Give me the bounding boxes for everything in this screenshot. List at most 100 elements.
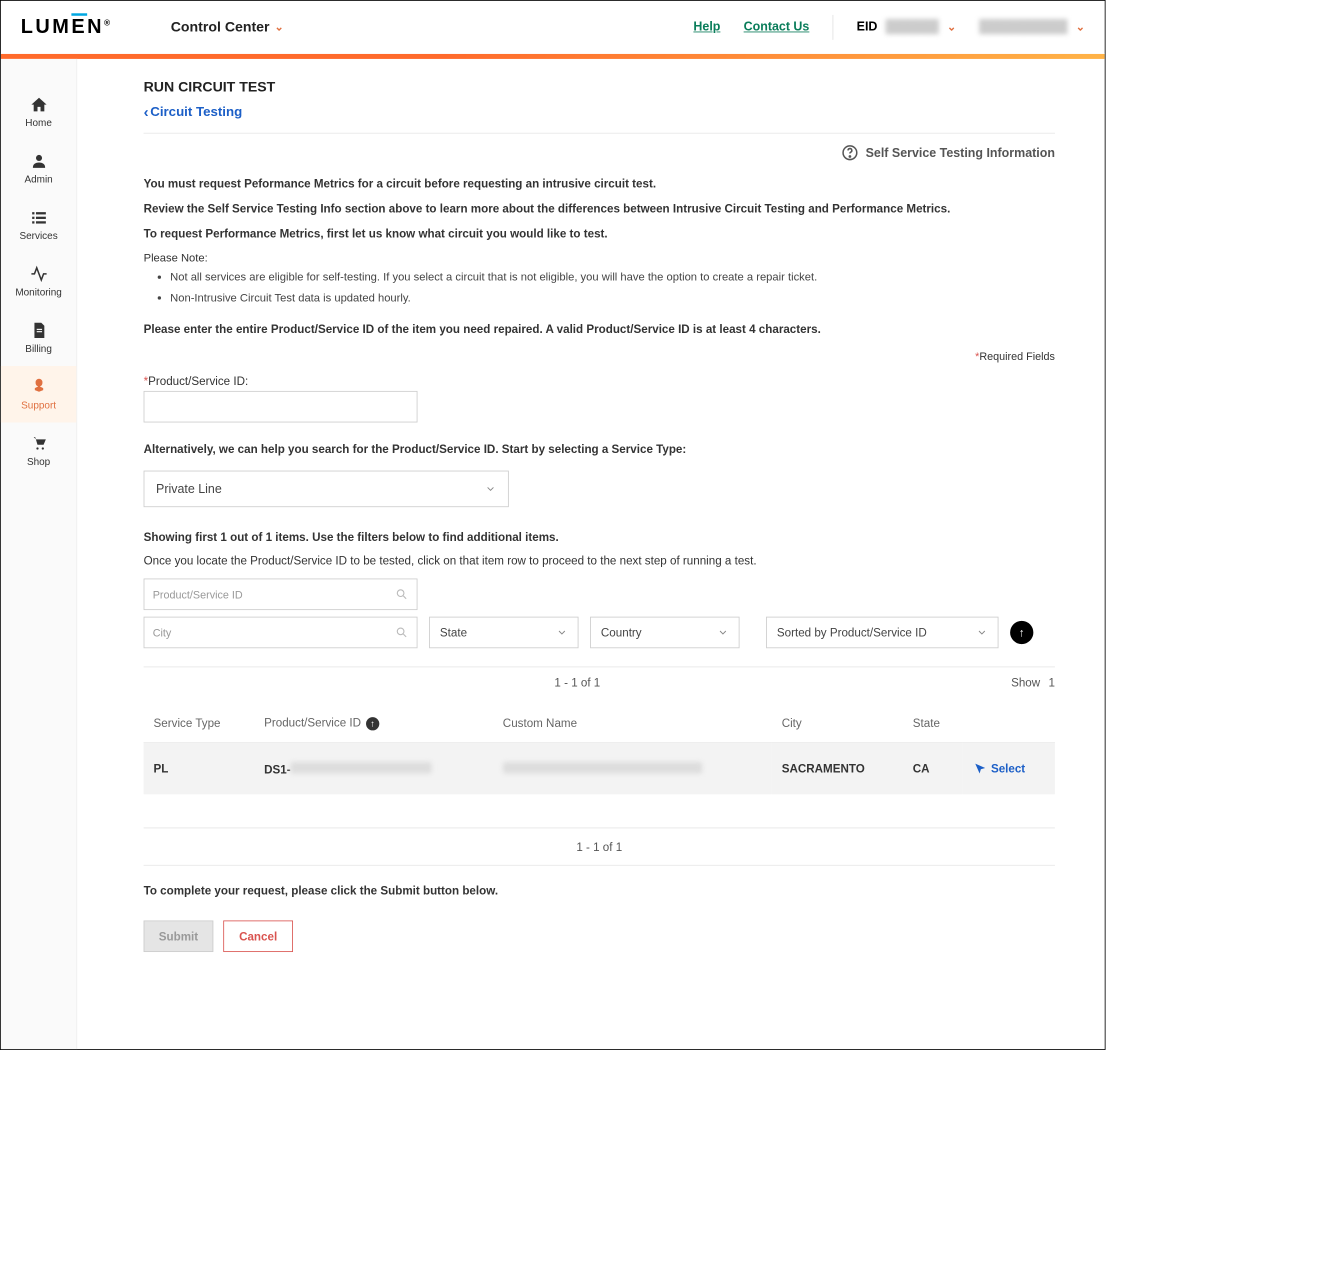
cancel-button[interactable]: Cancel — [223, 920, 293, 952]
list-icon — [29, 208, 47, 226]
complete-instruction: To complete your request, please click t… — [144, 884, 1055, 897]
col-product-id[interactable]: Product/Service ID ↑ — [254, 704, 493, 743]
self-service-info-link[interactable]: Self Service Testing Information — [144, 144, 1055, 162]
col-state: State — [903, 704, 963, 743]
top-header: LUMEN® Control Center ⌄ Help Contact Us … — [1, 1, 1105, 54]
submit-button[interactable]: Submit — [144, 920, 214, 952]
sidebar-item-label: Admin — [24, 173, 52, 185]
enter-id-instruction: Please enter the entire Product/Service … — [144, 322, 1055, 335]
search-icon — [395, 626, 408, 639]
show-block: Show 1 — [1011, 676, 1055, 689]
breadcrumb-label: Circuit Testing — [150, 105, 242, 120]
results-count: Showing first 1 out of 1 items. Use the … — [144, 530, 1055, 543]
chevron-down-icon — [556, 627, 568, 639]
product-id-input[interactable] — [144, 391, 418, 423]
please-note-label: Please Note: — [144, 251, 1055, 263]
cell-state: CA — [903, 742, 963, 794]
user-icon — [29, 152, 47, 170]
header-right: Help Contact Us EID ██████ ⌄ ██████████ … — [693, 15, 1084, 40]
filter-row-2: City State Country Sorted by Product/Ser… — [144, 617, 1055, 649]
intro-text-1: You must request Peformance Metrics for … — [144, 177, 1055, 190]
sort-icon: ↑ — [366, 717, 379, 730]
pager-bottom: 1 - 1 of 1 — [144, 828, 1055, 866]
filter-product-id-input[interactable]: Product/Service ID — [144, 579, 418, 611]
document-icon — [29, 321, 47, 339]
sidebar-item-shop[interactable]: Shop — [1, 422, 77, 478]
sidebar-item-services[interactable]: Services — [1, 197, 77, 253]
page-title: RUN CIRCUIT TEST — [144, 79, 1055, 96]
sidebar-item-admin[interactable]: Admin — [1, 140, 77, 196]
main-content: RUN CIRCUIT TEST ‹ Circuit Testing Self … — [77, 59, 1105, 1049]
sidebar-item-billing[interactable]: Billing — [1, 310, 77, 366]
select-row-button[interactable]: Select — [973, 761, 1045, 776]
sidebar-item-label: Home — [25, 117, 52, 129]
cell-action: Select — [963, 742, 1055, 794]
placeholder-text: Product/Service ID — [153, 588, 243, 600]
help-link[interactable]: Help — [693, 20, 720, 34]
show-value: 1 — [1048, 676, 1054, 689]
cart-icon — [29, 434, 47, 452]
self-service-label: Self Service Testing Information — [866, 146, 1055, 160]
divider — [144, 133, 1055, 134]
note-item: Not all services are eligible for self-t… — [170, 271, 1055, 283]
sort-direction-button[interactable]: ↑ — [1010, 621, 1033, 644]
control-center-dropdown[interactable]: Control Center ⌄ — [171, 19, 284, 36]
required-fields-note: *Required Fields — [144, 350, 1055, 362]
notes-list: Not all services are eligible for self-t… — [144, 271, 1055, 304]
eid-value: ██████ — [886, 20, 939, 34]
select-value: Country — [601, 626, 642, 639]
service-type-select[interactable]: Private Line — [144, 471, 509, 508]
placeholder-text: City — [153, 626, 172, 638]
chevron-down-icon: ⌄ — [1076, 20, 1085, 33]
col-action — [963, 704, 1055, 743]
user-name: ██████████ — [979, 20, 1067, 34]
button-row: Submit Cancel — [144, 920, 1055, 952]
eid-label: EID — [857, 20, 878, 34]
chevron-down-icon — [976, 627, 988, 639]
filter-state-select[interactable]: State — [429, 617, 578, 649]
intro-text-3: To request Performance Metrics, first le… — [144, 227, 1055, 240]
contact-us-link[interactable]: Contact Us — [744, 20, 810, 34]
breadcrumb-link[interactable]: ‹ Circuit Testing — [144, 104, 1055, 121]
product-id-label: *Product/Service ID: — [144, 374, 1055, 387]
header-separator — [833, 15, 834, 40]
results-table: Service Type Product/Service ID ↑ Custom… — [144, 704, 1055, 794]
filter-city-input[interactable]: City — [144, 617, 418, 649]
pager-range: 1 - 1 of 1 — [144, 676, 1011, 689]
body-area: Home Admin Services Monitoring Billing S… — [1, 59, 1105, 1049]
sort-select[interactable]: Sorted by Product/Service ID — [766, 617, 998, 649]
chevron-down-icon — [485, 483, 497, 495]
sidebar-item-label: Shop — [27, 456, 50, 468]
table-row[interactable]: PL DS1- SACRAMENTO CA Select — [144, 742, 1055, 794]
sidebar-item-label: Support — [21, 399, 56, 411]
intro-text-2: Review the Self Service Testing Info sec… — [144, 202, 1055, 215]
col-city: City — [772, 704, 903, 743]
chevron-down-icon: ⌄ — [274, 20, 283, 33]
pointer-icon — [973, 761, 988, 776]
sidebar-item-support[interactable]: Support — [1, 366, 77, 422]
pager-top: 1 - 1 of 1 Show 1 — [144, 666, 1055, 697]
chevron-left-icon: ‹ — [144, 104, 149, 121]
alt-search-instruction: Alternatively, we can help you search fo… — [144, 442, 1055, 455]
cell-custom-name — [493, 742, 772, 794]
sidebar-item-label: Services — [19, 230, 57, 242]
select-label: Select — [991, 762, 1025, 775]
sidebar-item-home[interactable]: Home — [1, 84, 77, 140]
select-value: State — [440, 626, 467, 639]
required-label: Required Fields — [979, 350, 1055, 362]
filter-country-select[interactable]: Country — [590, 617, 739, 649]
chevron-down-icon: ⌄ — [947, 20, 956, 33]
logo: LUMEN® — [21, 15, 113, 38]
question-circle-icon — [841, 144, 859, 162]
user-dropdown[interactable]: ██████████ ⌄ — [979, 20, 1085, 34]
sidebar-item-label: Monitoring — [15, 286, 62, 298]
locate-instruction: Once you locate the Product/Service ID t… — [144, 554, 1055, 567]
sidebar-item-monitoring[interactable]: Monitoring — [1, 253, 77, 309]
eid-dropdown[interactable]: EID ██████ ⌄ — [857, 20, 956, 34]
arrow-up-icon: ↑ — [1019, 626, 1025, 639]
activity-icon — [29, 265, 47, 283]
col-service-type: Service Type — [144, 704, 255, 743]
app-frame: LUMEN® Control Center ⌄ Help Contact Us … — [0, 0, 1106, 1050]
search-icon — [395, 588, 408, 601]
show-label: Show — [1011, 676, 1040, 689]
